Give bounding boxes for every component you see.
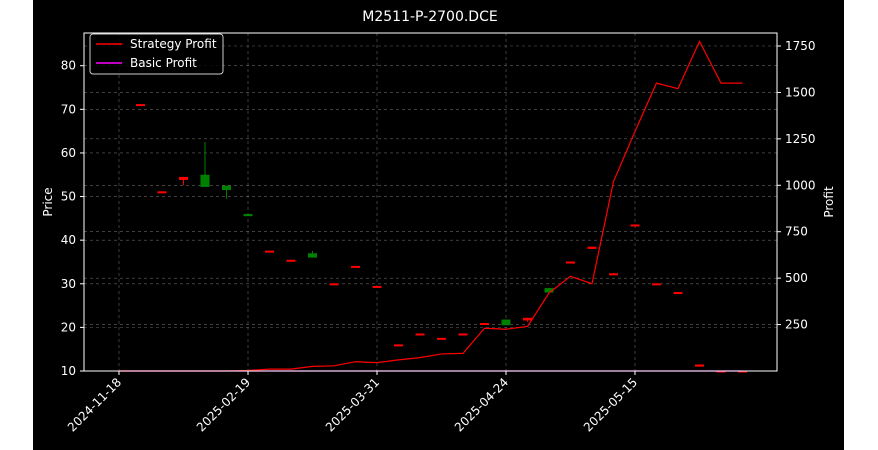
- candle-body: [630, 224, 640, 227]
- left-tick-label: 80: [61, 59, 76, 73]
- legend-box: [89, 33, 224, 75]
- candle-body: [308, 253, 317, 258]
- candle-body: [587, 246, 597, 249]
- left-tick-label: 70: [61, 102, 76, 116]
- candle-body: [265, 250, 274, 253]
- candle-body: [329, 283, 339, 286]
- candle-body: [695, 364, 704, 367]
- candle-body: [523, 317, 532, 321]
- plot-area: [84, 33, 777, 371]
- candle-body: [351, 265, 360, 268]
- candle-body: [372, 285, 382, 288]
- candle-body: [673, 292, 683, 295]
- candle-body: [179, 176, 188, 180]
- left-tick-label: 30: [61, 277, 76, 291]
- y-axis-label-left: Price: [41, 187, 55, 216]
- left-axis: 10 20 30 40 50 60 70 80: [61, 59, 84, 378]
- left-tick-label: 60: [61, 146, 76, 160]
- candle-body: [136, 104, 145, 107]
- candle-body: [544, 288, 554, 293]
- legend-label-strategy: Strategy Profit: [130, 37, 217, 51]
- plot-frame: [83, 32, 778, 372]
- legend-label-basic: Basic Profit: [130, 56, 197, 70]
- y-axis-label-right: Profit: [822, 186, 836, 218]
- legend: Strategy Profit Basic Profit: [89, 33, 224, 75]
- right-tick-label: 500: [785, 271, 808, 285]
- candle-body: [222, 185, 231, 191]
- candle-body: [609, 273, 618, 276]
- left-tick-label: 10: [61, 364, 76, 378]
- candle-body: [501, 319, 511, 326]
- left-tick-label: 20: [61, 320, 76, 334]
- right-tick-label: 1500: [785, 85, 816, 99]
- candle-body: [566, 261, 575, 264]
- left-tick-label: 50: [61, 190, 76, 204]
- candle-body: [415, 333, 425, 336]
- candle-body: [458, 333, 468, 336]
- candle-body: [243, 213, 253, 217]
- candle-body: [394, 344, 403, 347]
- candle-body: [157, 191, 167, 194]
- right-tick-label: 1000: [785, 178, 816, 192]
- candle-body: [437, 337, 446, 340]
- candle-body: [286, 259, 296, 262]
- candle-body: [652, 283, 661, 286]
- right-tick-label: 750: [785, 225, 808, 239]
- right-axis: 250 500 750 1000 1250 1500 1750: [777, 39, 816, 332]
- left-tick-label: 40: [61, 233, 76, 247]
- right-tick-label: 1750: [785, 39, 816, 53]
- right-tick-label: 1250: [785, 132, 816, 146]
- right-tick-label: 250: [785, 318, 808, 332]
- chart-title: M2511-P-2700.DCE: [362, 9, 497, 25]
- candle-body: [200, 174, 210, 187]
- candle-body: [480, 323, 489, 326]
